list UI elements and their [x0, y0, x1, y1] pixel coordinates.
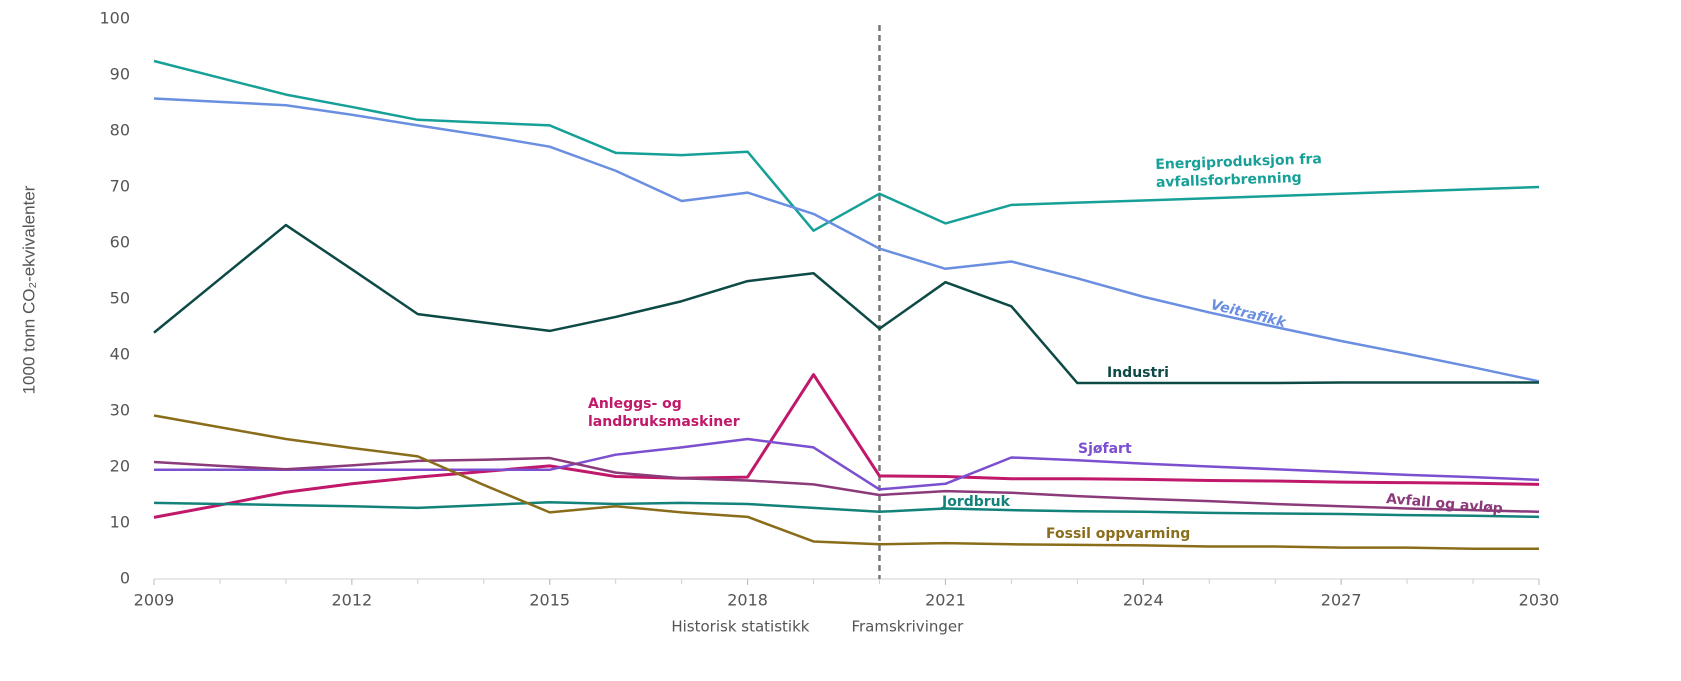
y-axis-label: 1000 tonn CO₂-ekvivalenter [19, 185, 38, 394]
y-tick-label: 60 [110, 233, 130, 252]
y-tick-label: 10 [110, 513, 130, 532]
x-tick-label: 2024 [1123, 591, 1164, 610]
y-tick-label: 40 [110, 345, 130, 364]
series-line [153, 501, 1540, 519]
series-label: Sjøfart [1078, 441, 1132, 457]
series-line [153, 97, 1540, 383]
series-line [153, 59, 1540, 232]
x-tick-label: 2030 [1519, 591, 1560, 610]
series-label: Industri [1107, 365, 1169, 381]
series-line [154, 437, 1540, 491]
y-tick-label: 20 [110, 457, 130, 476]
x-tick-label: 2015 [529, 591, 570, 610]
x-tick-label: 2012 [331, 591, 372, 610]
y-tick-label: 0 [120, 569, 130, 588]
series-label: Energiproduksjon fra avfallsforbrenning [1155, 151, 1323, 191]
series-line [153, 414, 1539, 551]
y-tick-label: 80 [110, 121, 130, 140]
y-tick-label: 30 [110, 401, 130, 420]
series-line [153, 456, 1540, 514]
x-tick-label: 2018 [727, 591, 768, 610]
y-tick-label: 90 [110, 65, 130, 84]
series-label: Anleggs- og landbruksmaskiner [588, 396, 740, 430]
x-tick-label: 2027 [1321, 591, 1362, 610]
region-label: Historisk statistikk [671, 618, 809, 636]
y-tick-label: 70 [110, 177, 130, 196]
y-tick-label: 100 [99, 9, 130, 28]
series-line [153, 223, 1539, 385]
x-tick-label: 2009 [134, 591, 175, 610]
x-tick-label: 2021 [925, 591, 966, 610]
y-tick-label: 50 [110, 289, 130, 308]
series-label: Fossil oppvarming [1046, 526, 1191, 542]
region-label: Framskrivinger [851, 618, 964, 636]
series-label: Jordbruk [942, 494, 1010, 510]
series-line [153, 373, 1540, 519]
